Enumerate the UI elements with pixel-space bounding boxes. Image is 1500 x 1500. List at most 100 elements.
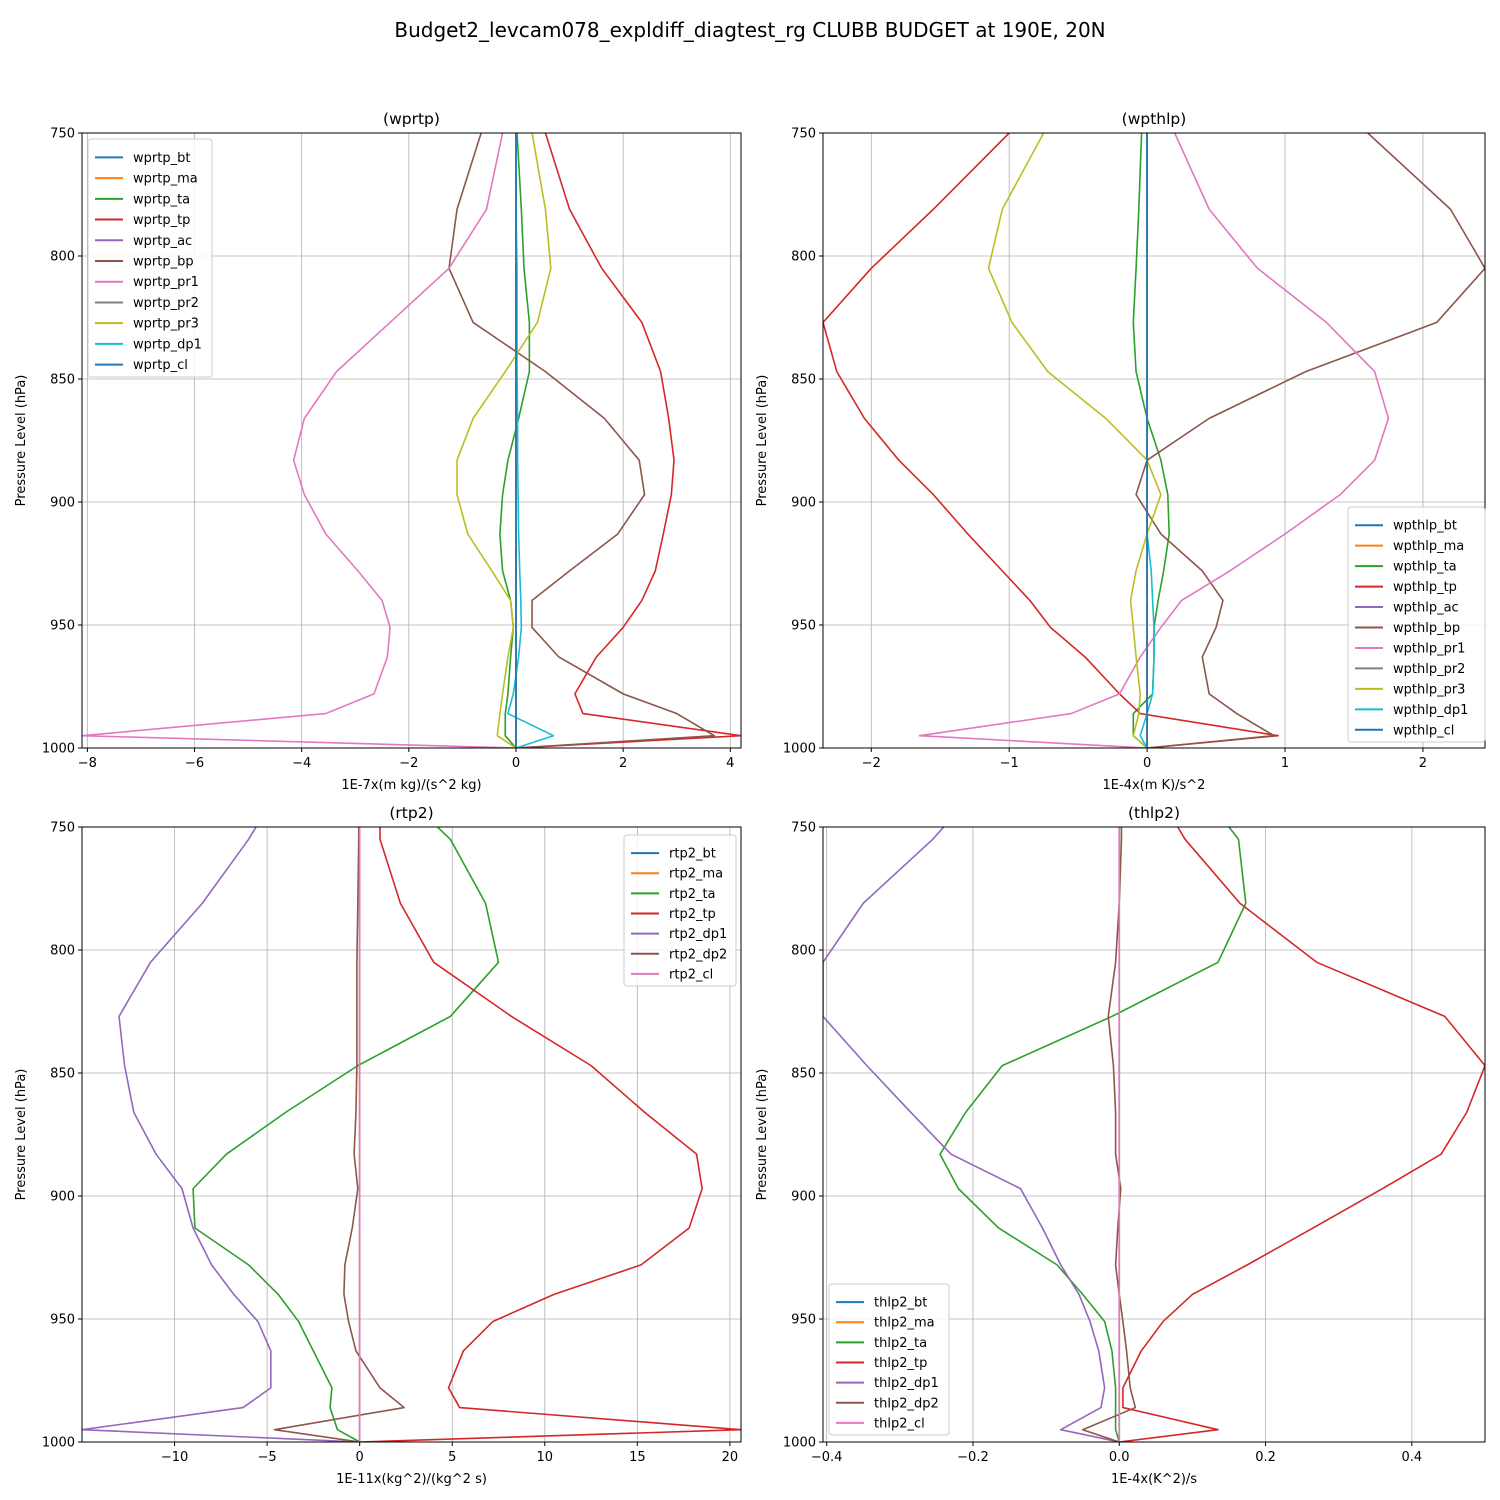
- x-tick-label: 4: [726, 756, 734, 771]
- subplot-title: (thlp2): [1128, 804, 1180, 822]
- y-tick-label: 900: [791, 1190, 816, 1205]
- x-tick-label: 0: [512, 756, 520, 771]
- series-group: [823, 827, 1485, 1442]
- x-tick-label: −2: [399, 756, 418, 771]
- x-tick-label: −0.2: [957, 1450, 989, 1465]
- y-tick-label: 1000: [783, 742, 816, 757]
- y-tick-label: 850: [791, 1067, 816, 1082]
- subplot-wpthlp: −2 −1 0 1 2 750 800 850 900 950 1000 (wpthlp) 1E-4x(…: [755, 110, 1486, 793]
- x-tick-label: −5: [258, 1450, 277, 1465]
- y-tick-label: 850: [791, 373, 816, 388]
- series-line-thlp2_dp1: [823, 827, 1120, 1442]
- legend-label: wprtp_bp: [133, 255, 194, 270]
- series-line-wprtp_pr3: [456, 133, 552, 748]
- y-tick-label: 900: [791, 496, 816, 511]
- legend-label: wpthlp_pr3: [1393, 682, 1465, 697]
- plot-frame: [81, 826, 742, 1443]
- x-tick-label: −4: [292, 756, 311, 771]
- x-tick-label: −0.4: [811, 1450, 843, 1465]
- legend-label: wprtp_tp: [133, 213, 190, 228]
- series-line-rtp2_dp2: [273, 827, 405, 1442]
- legend-label: wprtp_cl: [133, 358, 188, 373]
- x-tick-label: 15: [629, 1450, 646, 1465]
- legend-label: rtp2_ma: [669, 867, 723, 882]
- series-line-wprtp_pr1: [82, 133, 517, 748]
- legend-label: rtp2_tp: [669, 907, 716, 922]
- legend-label: rtp2_bt: [669, 847, 716, 862]
- x-tick-label: 2: [1419, 756, 1427, 771]
- y-tick-label: 900: [50, 1190, 75, 1205]
- legend-label: rtp2_ta: [669, 887, 716, 902]
- y-tick-label: 800: [50, 250, 75, 265]
- y-tick-label: 750: [50, 821, 75, 836]
- y-tick-label: 850: [50, 373, 75, 388]
- y-axis-label: Pressure Level (hPa): [755, 1069, 770, 1201]
- legend-label: wprtp_pr1: [133, 275, 199, 290]
- y-tick-label: 750: [791, 127, 816, 142]
- legend-label: rtp2_dp1: [669, 927, 727, 942]
- series-line-wpthlp_ta: [1132, 133, 1170, 748]
- y-axis-label: Pressure Level (hPa): [14, 1069, 29, 1201]
- y-tick-label: 1000: [42, 1436, 75, 1451]
- x-tick-label: 20: [722, 1450, 739, 1465]
- legend-label: wprtp_pr2: [133, 296, 199, 311]
- y-tick-label: 850: [50, 1067, 75, 1082]
- y-axis-label: Pressure Level (hPa): [755, 375, 770, 507]
- series-line-wprtp_ta: [499, 133, 531, 748]
- x-tick-label: −2: [862, 756, 881, 771]
- y-axis-label: Pressure Level (hPa): [14, 375, 29, 507]
- y-tick-label: 900: [50, 496, 75, 511]
- x-tick-label: 0: [1143, 756, 1151, 771]
- x-tick-label: 0.4: [1402, 1450, 1423, 1465]
- legend-label: wprtp_dp1: [133, 337, 202, 352]
- x-tick-label: −10: [161, 1450, 188, 1465]
- x-tick-label: 10: [537, 1450, 554, 1465]
- x-tick-label: 1: [1281, 756, 1289, 771]
- x-tick-label: −1: [1000, 756, 1019, 771]
- x-tick-label: 0: [356, 1450, 364, 1465]
- series-group: [823, 133, 1485, 748]
- y-tick-label: 800: [791, 250, 816, 265]
- subplot-rtp2: −10 −5 0 5 10 15 20 750 800 850 900 950 1000 (rtp2) 1E…: [14, 804, 742, 1487]
- x-axis-label: 1E-11x(kg^2)/(kg^2 s): [336, 1472, 487, 1487]
- x-axis-label: 1E-7x(m kg)/(s^2 kg): [341, 778, 481, 793]
- legend-label: thlp2_tp: [874, 1356, 927, 1371]
- x-tick-label: 5: [448, 1450, 456, 1465]
- series-group: [82, 133, 741, 748]
- x-tick-label: −8: [78, 756, 97, 771]
- legend-label: thlp2_dp2: [874, 1396, 939, 1411]
- legend-label: rtp2_dp2: [669, 947, 727, 962]
- series-line-wpthlp_bp: [1135, 133, 1485, 748]
- series-line-wprtp_tp: [515, 133, 741, 748]
- series-line-rtp2_ta: [192, 827, 500, 1442]
- series-line-thlp2_tp: [1119, 827, 1485, 1442]
- legend: rtp2_bt rtp2_ma rtp2_ta rtp2_tp rtp2_dp1 rtp2…: [623, 834, 737, 987]
- y-tick-label: 950: [50, 1313, 75, 1328]
- x-tick-label: −6: [185, 756, 204, 771]
- series-line-rtp2_tp: [359, 827, 741, 1442]
- y-tick-label: 950: [791, 619, 816, 634]
- legend-label: wpthlp_pr2: [1393, 662, 1465, 677]
- subplot-thlp2: −0.4 −0.2 0.0 0.2 0.4 750 800 850 900 950 1000 (thl…: [755, 804, 1486, 1487]
- legend-label: thlp2_ta: [874, 1336, 927, 1351]
- legend-label: wpthlp_tp: [1393, 580, 1457, 595]
- y-tick-label: 750: [50, 127, 75, 142]
- subplot-wprtp: −8 −6 −4 −2 0 2 4 750 800 850 900 950 1000 (wprtp) 1E-…: [14, 110, 742, 793]
- series-line-wpthlp_pr1: [918, 133, 1390, 748]
- y-tick-label: 950: [791, 1313, 816, 1328]
- legend-label: wpthlp_bt: [1393, 519, 1457, 534]
- y-tick-label: 1000: [42, 742, 75, 757]
- plot-frame: [81, 132, 742, 749]
- subplot-title: (wprtp): [383, 110, 440, 128]
- series-line-rtp2_dp1: [82, 827, 360, 1442]
- legend-label: thlp2_dp1: [874, 1376, 939, 1391]
- legend-label: wpthlp_dp1: [1393, 703, 1468, 718]
- legend-label: wpthlp_ac: [1393, 601, 1459, 616]
- figure-title: Budget2_levcam078_expldiff_diagtest_rg C…: [394, 18, 1105, 42]
- x-axis-label: 1E-4x(K^2)/s: [1111, 1472, 1197, 1487]
- y-tick-label: 950: [50, 619, 75, 634]
- y-tick-label: 750: [791, 821, 816, 836]
- x-tick-label: 0.0: [1109, 1450, 1130, 1465]
- y-tick-label: 800: [50, 944, 75, 959]
